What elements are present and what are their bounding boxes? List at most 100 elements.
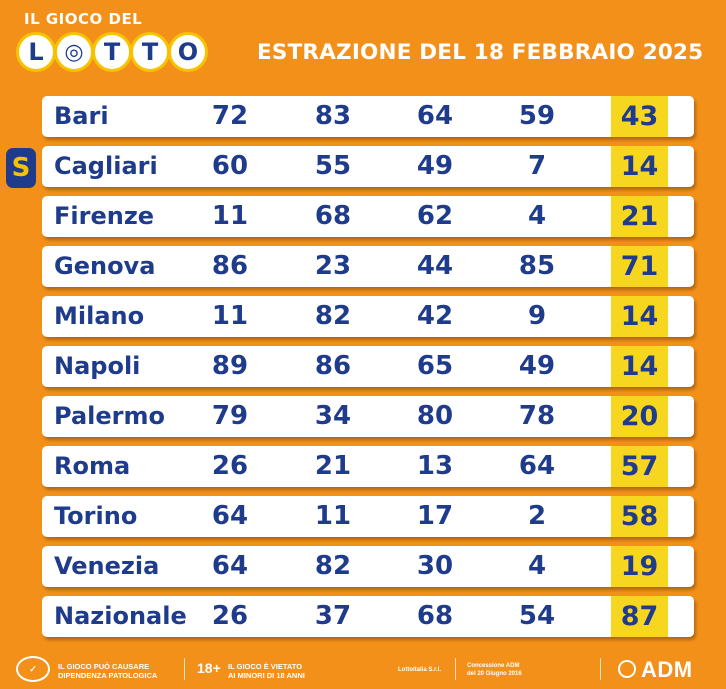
drawn-number: 82	[314, 551, 352, 581]
row-endcap	[668, 496, 694, 537]
logo-ball: T	[130, 32, 170, 72]
drawn-number: 78	[518, 401, 556, 431]
drawn-number: 42	[416, 301, 454, 331]
drawn-number: 2	[527, 501, 547, 531]
operator-name: Lottoitalia S.r.l.	[398, 667, 442, 673]
warning-minors: IL GIOCO È VIETATO AI MINORI DI 18 ANNI	[228, 662, 305, 680]
drawn-number: 26	[211, 451, 249, 481]
city-name: Genova	[54, 252, 156, 280]
warning-dependency-line1: IL GIOCO PUÒ CAUSARE	[58, 662, 150, 671]
drawn-number: 37	[314, 601, 352, 631]
drawn-number-highlight: 87	[611, 596, 668, 637]
drawn-number: 44	[416, 251, 454, 281]
drawn-number: 86	[211, 251, 249, 281]
header: IL GIOCO DEL L ◎ T T O ESTRAZIONE DEL 18…	[0, 0, 726, 90]
row-endcap	[668, 546, 694, 587]
concession-line2: del 20 Giugno 2016	[467, 671, 522, 677]
drawn-number-highlight: 58	[611, 496, 668, 537]
drawn-number: 34	[314, 401, 352, 431]
drawn-number: 82	[314, 301, 352, 331]
result-row: Bari 72 83 64 59 43	[42, 96, 694, 137]
drawn-number: 65	[416, 351, 454, 381]
footer: ✓ IL GIOCO PUÒ CAUSARE DIPENDENZA PATOLO…	[0, 648, 726, 689]
drawn-number: 49	[518, 351, 556, 381]
city-name: Venezia	[54, 552, 160, 580]
drawn-number-highlight: 57	[611, 446, 668, 487]
city-name: Nazionale	[54, 602, 187, 630]
result-row: Cagliari 60 55 49 7 14	[42, 146, 694, 187]
logo-ball: T	[92, 32, 132, 72]
city-name: Napoli	[54, 352, 141, 380]
logo-tagline: IL GIOCO DEL	[24, 10, 143, 28]
drawn-number: 23	[314, 251, 352, 281]
concession: Concessione ADM del 20 Giugno 2016	[467, 662, 522, 678]
drawn-number: 49	[416, 151, 454, 181]
city-name: Torino	[54, 502, 138, 530]
drawn-number: 21	[314, 451, 352, 481]
drawn-number: 60	[211, 151, 249, 181]
footer-divider	[184, 658, 185, 680]
logo-ball: O	[168, 32, 208, 72]
row-endcap	[668, 346, 694, 387]
drawn-number: 86	[314, 351, 352, 381]
result-row: Venezia 64 82 30 4 19	[42, 546, 694, 587]
result-row: Firenze 11 68 62 4 21	[42, 196, 694, 237]
emblem-icon	[618, 660, 636, 678]
drawn-number: 54	[518, 601, 556, 631]
drawn-number: 13	[416, 451, 454, 481]
logo-ball: L	[16, 32, 56, 72]
drawn-number-highlight: 14	[611, 146, 668, 187]
logo-ball-swirl-icon: ◎	[54, 32, 94, 72]
result-row: Napoli 89 86 65 49 14	[42, 346, 694, 387]
city-name: Palermo	[54, 402, 165, 430]
drawn-number-highlight: 14	[611, 296, 668, 337]
result-row: Milano 11 82 42 9 14	[42, 296, 694, 337]
drawn-number: 4	[527, 551, 547, 581]
row-endcap	[668, 196, 694, 237]
city-name: Roma	[54, 452, 131, 480]
result-row: Palermo 79 34 80 78 20	[42, 396, 694, 437]
drawn-number-highlight: 20	[611, 396, 668, 437]
warning-dependency-line2: DIPENDENZA PATOLOGICA	[58, 671, 158, 680]
drawn-number: 7	[527, 151, 547, 181]
drawn-number: 30	[416, 551, 454, 581]
city-name: Firenze	[54, 202, 155, 230]
footer-divider	[455, 658, 456, 680]
drawn-number: 9	[527, 301, 547, 331]
city-name: Cagliari	[54, 152, 158, 180]
row-endcap	[668, 596, 694, 637]
drawn-number: 62	[416, 201, 454, 231]
drawn-number-highlight: 43	[611, 96, 668, 137]
drawn-number-highlight: 14	[611, 346, 668, 387]
drawn-number-highlight: 19	[611, 546, 668, 587]
result-row: Nazionale 26 37 68 54 87	[42, 596, 694, 637]
drawn-number: 68	[416, 601, 454, 631]
row-endcap	[668, 446, 694, 487]
row-endcap	[668, 96, 694, 137]
city-name: Bari	[54, 102, 109, 130]
adm-logo: ADM	[641, 657, 693, 682]
drawn-number: 4	[527, 201, 547, 231]
drawn-number: 11	[211, 301, 249, 331]
result-row: Genova 86 23 44 85 71	[42, 246, 694, 287]
result-row: Roma 26 21 13 64 57	[42, 446, 694, 487]
drawn-number: 26	[211, 601, 249, 631]
drawn-number: 55	[314, 151, 352, 181]
drawn-number: 64	[416, 101, 454, 131]
drawn-number: 64	[211, 501, 249, 531]
drawn-number: 64	[211, 551, 249, 581]
result-row: Torino 64 11 17 2 58	[42, 496, 694, 537]
footer-divider	[600, 658, 601, 680]
drawn-number: 11	[211, 201, 249, 231]
drawn-number: 72	[211, 101, 249, 131]
drawn-number: 68	[314, 201, 352, 231]
warning-dependency: IL GIOCO PUÒ CAUSARE DIPENDENZA PATOLOGI…	[58, 662, 157, 680]
drawn-number: 17	[416, 501, 454, 531]
city-name: Milano	[54, 302, 145, 330]
sardinia-badge-icon: S	[6, 148, 36, 188]
warning-minors-line2: AI MINORI DI 18 ANNI	[228, 671, 305, 680]
row-endcap	[668, 396, 694, 437]
row-endcap	[668, 146, 694, 187]
drawn-number: 85	[518, 251, 556, 281]
drawn-number: 89	[211, 351, 249, 381]
